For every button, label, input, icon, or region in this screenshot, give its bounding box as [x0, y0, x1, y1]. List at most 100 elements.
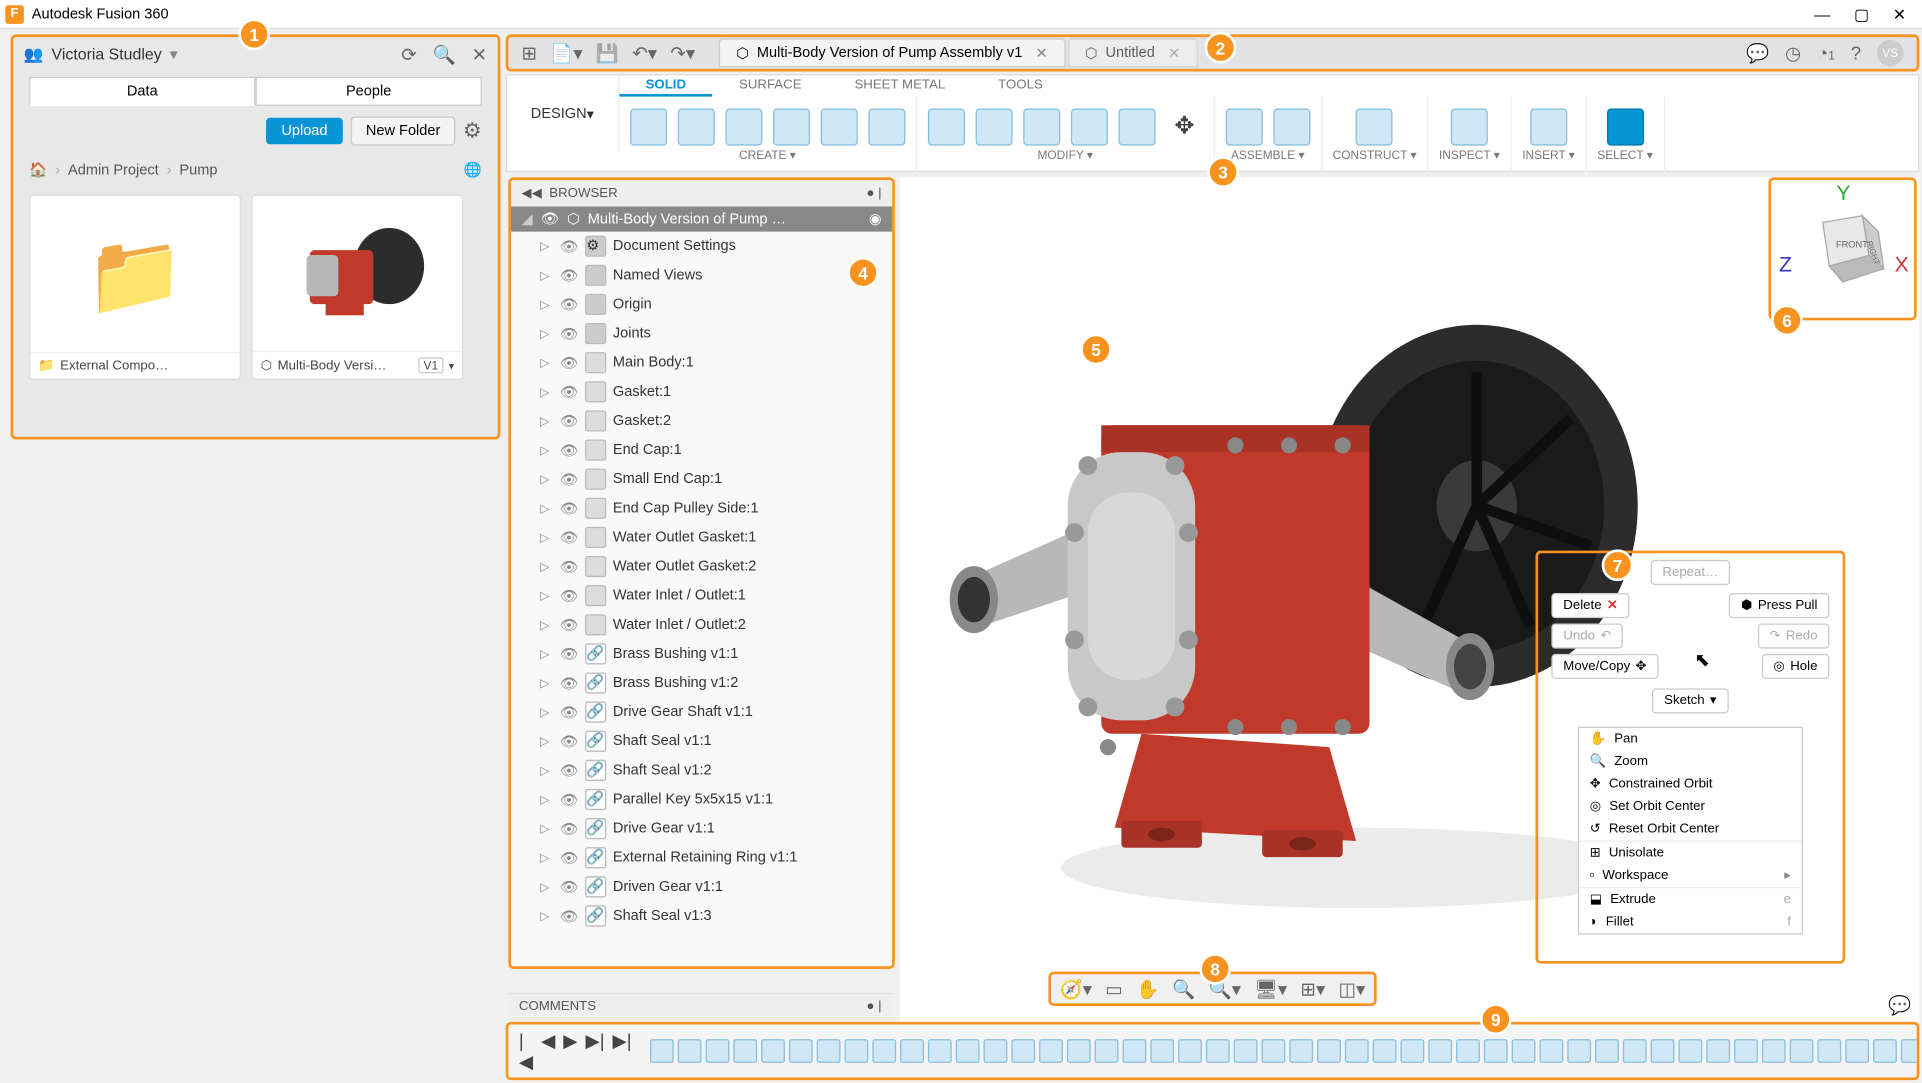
browser-item[interactable]: ▷👁🔗Driven Gear v1:1 [511, 872, 892, 901]
timeline-feature[interactable] [928, 1039, 952, 1063]
group-label[interactable]: ASSEMBLE ▾ [1231, 148, 1305, 163]
timeline-feature[interactable] [1734, 1039, 1758, 1063]
comments-panel[interactable]: COMMENTS ● | [508, 993, 892, 1019]
expand-icon[interactable]: ▷ [540, 355, 553, 370]
group-label[interactable]: INSERT ▾ [1522, 148, 1575, 163]
browser-root[interactable]: ◢ 👁 ⬡ Multi-Body Version of Pump … ◉ [511, 206, 892, 231]
timeline-feature[interactable] [734, 1039, 758, 1063]
context-menu-item[interactable]: ◗Filletf [1579, 911, 1801, 934]
eye-icon[interactable]: 👁 [560, 820, 579, 837]
expand-icon[interactable]: ▷ [540, 618, 553, 633]
browser-item[interactable]: ▷👁Water Inlet / Outlet:2 [511, 610, 892, 639]
expand-icon[interactable]: ▷ [540, 414, 553, 429]
timeline-feature[interactable] [1679, 1039, 1703, 1063]
timeline-play-icon[interactable]: ▶ [563, 1029, 577, 1073]
job-status-icon[interactable]: ◔1 [1817, 42, 1835, 63]
group-label[interactable]: MODIFY ▾ [1037, 148, 1092, 163]
breadcrumb-item[interactable]: Pump [179, 162, 217, 178]
eye-icon[interactable]: 👁 [560, 645, 579, 662]
display-icon[interactable]: 🖥▾ [1254, 978, 1287, 1001]
browser-item[interactable]: ▷👁🔗Shaft Seal v1:2 [511, 756, 892, 785]
orbit-icon[interactable]: 🧭▾ [1060, 978, 1092, 1001]
expand-icon[interactable]: ◢ [522, 210, 533, 227]
close-tab-icon[interactable]: ✕ [1036, 44, 1048, 61]
user-name[interactable]: Victoria Studley [52, 45, 162, 64]
expand-icon[interactable]: ▷ [540, 588, 553, 603]
timeline-feature[interactable] [1011, 1039, 1035, 1063]
eye-icon[interactable]: 👁 [560, 558, 579, 575]
group-label[interactable]: CONSTRUCT ▾ [1333, 148, 1417, 163]
search-icon[interactable]: 🔍 [433, 43, 456, 66]
timeline-feature[interactable] [1373, 1039, 1397, 1063]
grid-icon[interactable]: ⊞ [522, 42, 538, 65]
tab-data[interactable]: Data [29, 77, 255, 106]
expand-icon[interactable]: ▷ [540, 268, 553, 283]
timeline-end-icon[interactable]: ▶| [613, 1029, 632, 1073]
extensions-icon[interactable]: ◷ [1785, 42, 1801, 65]
context-menu-item[interactable]: ⊞Unisolate [1579, 842, 1801, 865]
expand-icon[interactable]: ▷ [540, 850, 553, 865]
settings-dot-icon[interactable]: ● | [866, 186, 881, 201]
expand-icon[interactable]: ▷ [540, 472, 553, 487]
timeline-back-icon[interactable]: ◀ [541, 1029, 555, 1073]
new-folder-button[interactable]: New Folder [351, 116, 455, 145]
ribbon-tab-surface[interactable]: SURFACE [713, 75, 828, 96]
fillet-icon[interactable] [975, 108, 1012, 145]
eye-icon[interactable]: 👁 [541, 210, 559, 227]
timeline-feature[interactable] [1540, 1039, 1564, 1063]
pattern-icon[interactable] [820, 108, 857, 145]
activate-icon[interactable]: ◉ [869, 210, 882, 227]
grid-settings-icon[interactable]: ⊞▾ [1300, 978, 1325, 1001]
press-pull-button[interactable]: ⬢ Press Pull [1729, 593, 1829, 618]
eye-icon[interactable]: 👁 [560, 471, 579, 488]
save-icon[interactable]: 💾 [596, 42, 619, 65]
browser-item[interactable]: ▷👁Small End Cap:1 [511, 465, 892, 494]
timeline-feature[interactable] [1484, 1039, 1508, 1063]
timeline-feature[interactable] [1234, 1039, 1258, 1063]
timeline-feature[interactable] [1401, 1039, 1425, 1063]
eye-icon[interactable]: 👁 [560, 616, 579, 633]
eye-icon[interactable]: 👁 [560, 354, 579, 371]
timeline-feature[interactable] [1512, 1039, 1536, 1063]
refresh-icon[interactable]: ⟳ [401, 43, 417, 66]
eye-icon[interactable]: 👁 [560, 238, 579, 255]
notifications-icon[interactable]: 💬 [1746, 42, 1769, 65]
timeline-feature[interactable] [984, 1039, 1008, 1063]
expand-icon[interactable]: ▷ [540, 501, 553, 516]
expand-icon[interactable]: ▷ [540, 763, 553, 778]
expand-icon[interactable]: ▷ [540, 647, 553, 662]
timeline-feature[interactable] [1845, 1039, 1869, 1063]
eye-icon[interactable]: 👁 [560, 412, 579, 429]
thumb-folder[interactable]: 📁 📁External Compo… [29, 195, 241, 380]
file-icon[interactable]: 📄▾ [550, 42, 582, 65]
browser-item[interactable]: ▷👁Main Body:1 [511, 348, 892, 377]
timeline-feature[interactable] [1123, 1039, 1147, 1063]
delete-button[interactable]: Delete ✕ [1551, 593, 1629, 618]
timeline-feature[interactable] [1067, 1039, 1091, 1063]
ribbon-tab-tools[interactable]: TOOLS [972, 75, 1070, 96]
timeline-feature[interactable] [1345, 1039, 1369, 1063]
move-icon[interactable]: ✥ [1166, 108, 1203, 145]
timeline-feature[interactable] [761, 1039, 785, 1063]
browser-item[interactable]: ▷👁🔗Brass Bushing v1:2 [511, 668, 892, 697]
eye-icon[interactable]: 👁 [560, 733, 579, 750]
context-menu-item[interactable]: ◎Set Orbit Center [1579, 796, 1801, 819]
eye-icon[interactable]: 👁 [560, 849, 579, 866]
eye-icon[interactable]: 👁 [560, 441, 579, 458]
timeline-feature[interactable] [1178, 1039, 1202, 1063]
browser-item[interactable]: ▷👁🔗Drive Gear v1:1 [511, 814, 892, 843]
pan-icon[interactable]: ✋ [1136, 978, 1159, 1001]
timeline-feature[interactable] [1901, 1039, 1919, 1063]
avatar[interactable]: VS [1877, 40, 1903, 66]
eye-icon[interactable]: 👁 [560, 674, 579, 691]
browser-item[interactable]: ▷👁End Cap Pulley Side:1 [511, 494, 892, 523]
eye-icon[interactable]: 👁 [560, 325, 579, 342]
workspace-selector[interactable]: DESIGN ▾ [507, 75, 619, 152]
browser-item[interactable]: ▷👁Water Inlet / Outlet:1 [511, 581, 892, 610]
expand-icon[interactable]: ▷ [540, 239, 553, 254]
expand-icon[interactable]: ▷ [540, 909, 553, 924]
eye-icon[interactable]: 👁 [560, 762, 579, 779]
move-copy-button[interactable]: Move/Copy ✥ [1551, 654, 1658, 679]
timeline-feature[interactable] [1567, 1039, 1591, 1063]
context-menu-item[interactable]: ▫Workspace▸ [1579, 864, 1801, 887]
